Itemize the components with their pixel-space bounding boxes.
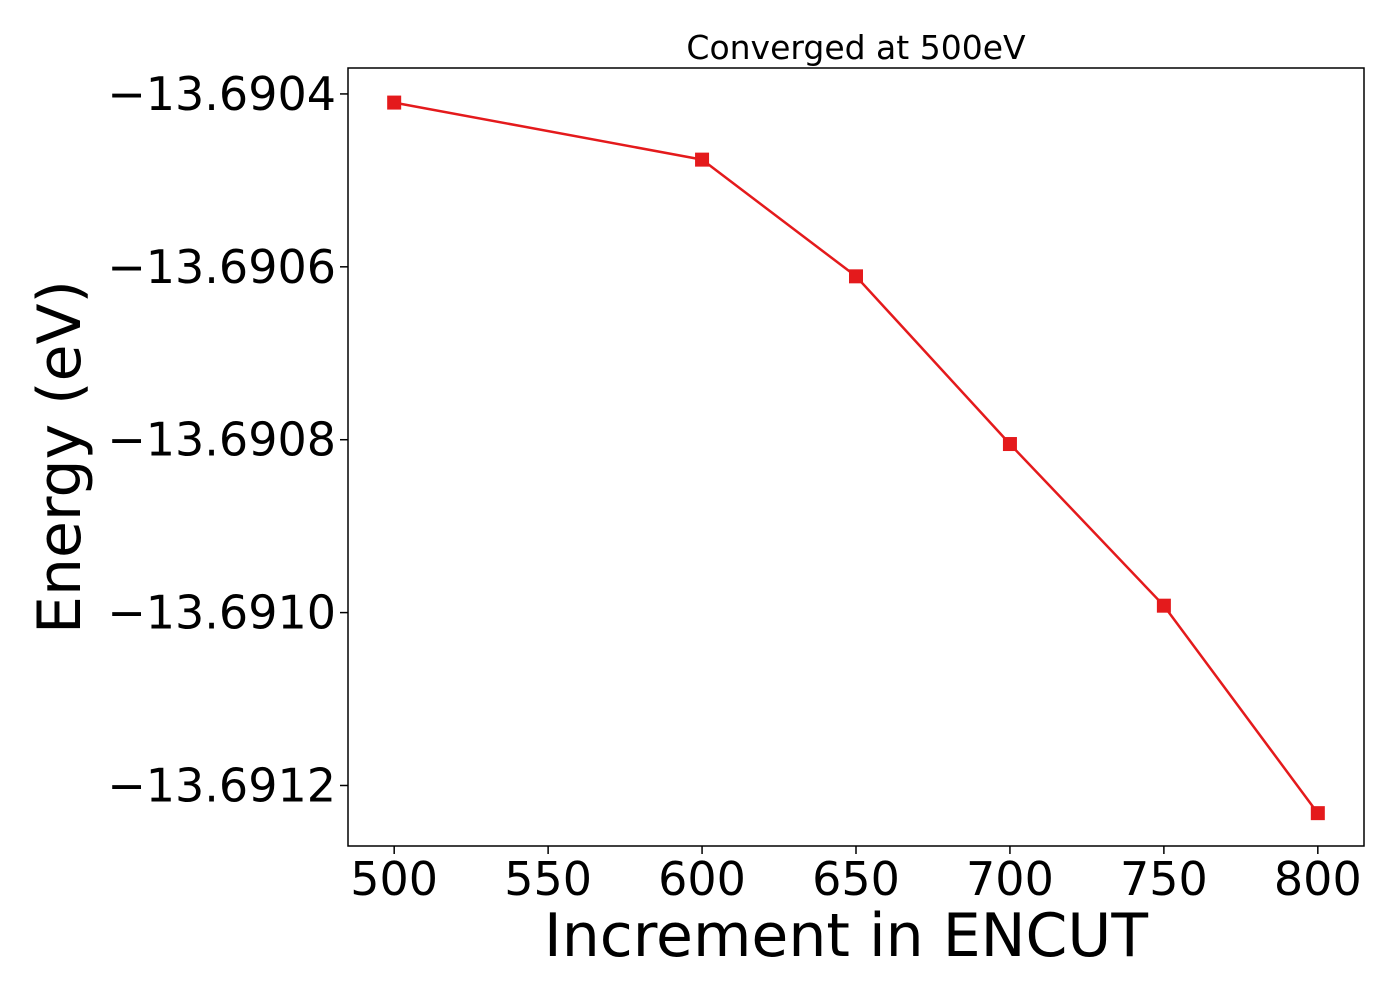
x-axis-ticks: 500 550 600 650 700 750 800 (350, 846, 1362, 906)
y-axis-label: Energy (eV) (25, 280, 95, 634)
data-point-marker (695, 152, 710, 167)
x-tick-label: 700 (966, 852, 1054, 906)
data-point-marker (387, 95, 402, 110)
x-axis-label: Increment in ENCUT (544, 901, 1148, 971)
y-tick-label: −13.6910 (107, 586, 336, 640)
series-line (393, 101, 1319, 814)
y-tick-label: −13.6908 (107, 413, 336, 467)
x-tick-label: 800 (1274, 852, 1362, 906)
chart-title: Converged at 500eV (686, 28, 1026, 67)
y-axis-ticks: −13.6904 −13.6906 −13.6908 −13.6910 −13.6912 (107, 67, 348, 812)
series-group (387, 95, 1325, 821)
data-point-marker (1156, 598, 1171, 613)
y-tick-label: −13.6906 (107, 240, 336, 294)
data-point-marker (849, 269, 863, 284)
x-tick-label: 500 (350, 852, 438, 906)
x-tick-label: 750 (1120, 852, 1208, 906)
x-tick-label: 550 (504, 852, 592, 906)
x-tick-label: 650 (812, 852, 900, 906)
data-point-marker (1002, 437, 1017, 452)
plot-frame (347, 67, 1365, 847)
y-tick-label: −13.6912 (107, 758, 336, 812)
data-point-marker (1310, 806, 1325, 821)
x-tick-label: 600 (658, 852, 746, 906)
y-tick-label: −13.6904 (107, 67, 336, 121)
